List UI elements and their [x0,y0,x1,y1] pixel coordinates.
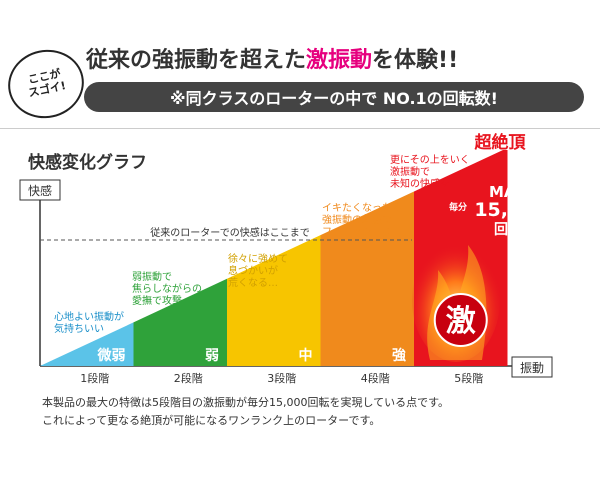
footnote-line-2: これによって更なる絶頂が可能になるワンランク上のローターです。 [42,414,381,427]
stage-description: 更にその上をいく激振動で未知の快感を [390,154,470,190]
peak-label: 超絶頂 [475,132,527,153]
area-segment-1 [40,322,134,366]
x-tick-label: 3段階 [267,371,296,385]
rpm-banner: ※同クラスのローターの中で NO.1の回転数! [84,82,584,112]
headline-highlight: 激振動 [306,48,373,73]
level-label: 中 [299,347,313,364]
chart-title: 快感変化グラフ [28,153,147,173]
y-axis-label: 快感 [28,183,52,198]
stage-description: 心地よい振動が気持ちいい [54,310,124,335]
max-value: 15,000 [474,199,547,221]
max-unit: 毎分 [449,201,467,213]
divider [0,128,600,129]
level-label: 弱 [205,348,219,364]
x-tick-label: 1段階 [80,371,109,385]
x-axis-label-box [511,356,553,378]
max-label: MAX [489,183,528,201]
stage-description: 徐々に強めて息づかいが荒くなる… [228,252,288,289]
banner-text: ※同クラスのローターの中で NO.1の回転数! [170,89,498,108]
reference-line-label: 従来のローターでの快感はここまで [150,226,309,239]
x-tick-label: 2段階 [174,371,203,385]
headline-prefix: 従来の強振動を超えた [86,48,307,73]
level-label: 強 [392,347,406,364]
y-axis-label-box [19,179,61,201]
area-segment-4 [320,191,414,366]
level-badge-5 [433,293,488,347]
area-segment-2 [133,278,227,366]
x-tick-label: 5段階 [454,371,483,385]
level-label: 激 [446,304,476,339]
level-label: 微弱 [97,347,126,364]
max-suffix: 回転 [494,221,522,238]
headline: 従来の強振動を超えた激振動を体験!! [86,42,458,74]
x-axis-label: 振動 [520,361,544,375]
x-tick-label: 4段階 [361,371,390,385]
stage-description: イキたくなったら強振動の刺激でフィニッシュ!? [322,202,402,238]
area-segment-3 [227,235,321,366]
stage-description: 弱振動で焦らしながらの愛撫で攻撃 [132,270,202,307]
footnote-line-1: 本製品の最大の特徴は5段階目の激振動が毎分15,000回転を実現している点です。 [42,396,450,409]
headline-suffix: を体験!! [372,48,459,73]
